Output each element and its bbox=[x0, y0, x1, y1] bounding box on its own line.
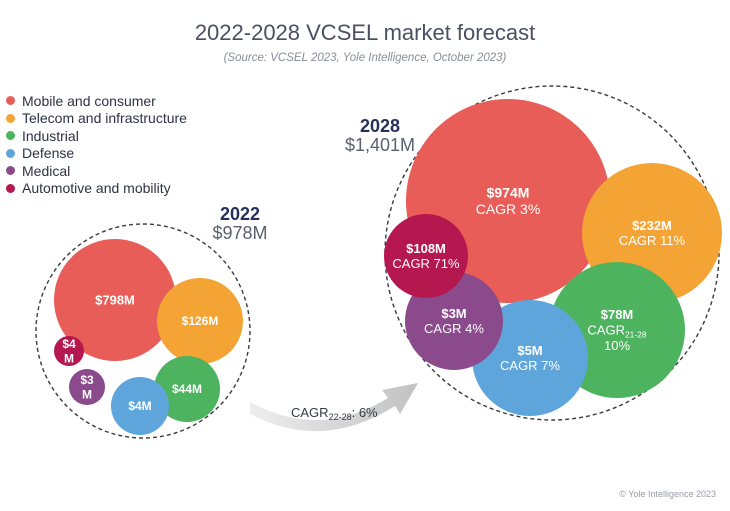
legend-swatch-industrial bbox=[6, 131, 15, 141]
legend-label-industrial: Industrial bbox=[22, 127, 79, 144]
legend-label-mobile: Mobile and consumer bbox=[22, 92, 156, 109]
legend-item-automotive: Automotive and mobility bbox=[6, 180, 187, 198]
legend-swatch-telecom bbox=[6, 113, 15, 123]
bubble-label-2022-telecom-0: $126M bbox=[182, 314, 219, 328]
bubble-label-2022-mobile-0: $798M bbox=[95, 293, 135, 308]
bubble-2022-medical bbox=[69, 369, 105, 405]
legend-label-medical: Medical bbox=[22, 162, 71, 179]
bubble-label-2022-defense-0: $4M bbox=[128, 399, 151, 413]
growth-arrow bbox=[250, 383, 418, 432]
legend-swatch-defense bbox=[6, 148, 15, 158]
legend-label-defense: Defense bbox=[22, 145, 75, 162]
legend-item-mobile: Mobile and consumer bbox=[6, 92, 187, 110]
year-2028-label: 2028 bbox=[359, 116, 401, 136]
bubble-label-2028-telecom-0: $232M bbox=[632, 218, 672, 233]
year-2022-total: $978M bbox=[212, 222, 268, 243]
growth-cagr-label: CAGR22-28: 6% bbox=[291, 405, 378, 422]
bubble-2022-automotive bbox=[54, 336, 84, 366]
bubble-label-2022-automotive-1: M bbox=[64, 351, 74, 365]
bubble-label-2022-industrial-0: $44M bbox=[172, 382, 202, 396]
legend-item-medical: Medical bbox=[6, 162, 187, 180]
bubble-label-2028-industrial-0: $78M bbox=[601, 307, 634, 322]
year-2028-total: $1,401M bbox=[344, 134, 416, 155]
chart-title: 2022-2028 VCSEL market forecast bbox=[194, 20, 536, 45]
legend-item-defense: Defense bbox=[6, 145, 187, 163]
legend-label-telecom: Telecom and infrastructure bbox=[22, 110, 187, 127]
copyright-notice: © Yole Intelligence 2023 bbox=[619, 489, 716, 499]
year-2022-header: 2022 $978M bbox=[190, 205, 290, 243]
legend-item-telecom: Telecom and infrastructure bbox=[6, 110, 187, 128]
bubble-label-2028-mobile-1: CAGR 3% bbox=[476, 201, 541, 217]
legend-swatch-mobile bbox=[6, 96, 15, 106]
bubble-2022-telecom bbox=[157, 278, 243, 364]
legend: Mobile and consumer Telecom and infrastr… bbox=[6, 92, 187, 197]
bubble-2028-automotive bbox=[384, 214, 468, 298]
legend-swatch-automotive bbox=[6, 183, 15, 193]
bubble-label-2028-industrial-2: 10% bbox=[604, 338, 630, 353]
group-outline-2022 bbox=[35, 223, 251, 439]
legend-label-automotive: Automotive and mobility bbox=[22, 180, 171, 197]
bubble-label-2028-mobile-0: $974M bbox=[487, 185, 530, 201]
bubble-label-2028-telecom-1: CAGR 11% bbox=[619, 233, 686, 248]
bubble-2022-industrial bbox=[154, 356, 220, 422]
bubble-label-2028-medical-1: CAGR 4% bbox=[424, 321, 484, 336]
bubble-label-2022-medical-1: M bbox=[82, 387, 92, 401]
bubble-label-2028-medical-0: $3M bbox=[441, 306, 466, 321]
legend-item-industrial: Industrial bbox=[6, 127, 187, 145]
legend-swatch-medical bbox=[6, 166, 15, 176]
year-2022-label: 2022 bbox=[219, 204, 261, 224]
bubble-label-2028-defense-0: $5M bbox=[517, 343, 542, 358]
bubble-label-2028-defense-1: CAGR 7% bbox=[500, 358, 560, 373]
bubble-label-2022-medical-0: $3 bbox=[80, 373, 94, 387]
bubble-label-2022-automotive-0: $4 bbox=[62, 337, 76, 351]
bubble-label-2028-automotive-0: $108M bbox=[406, 241, 446, 256]
bubble-label-2028-industrial-1: CAGR21-28 bbox=[587, 323, 646, 340]
bubble-2022-defense bbox=[111, 377, 169, 435]
bubble-2022-mobile bbox=[54, 239, 176, 361]
chart-subtitle: (Source: VCSEL 2023, Yole Intelligence, … bbox=[223, 52, 507, 64]
year-2028-header: 2028 $1,401M bbox=[325, 117, 435, 155]
bubble-label-2028-automotive-1: CAGR 71% bbox=[392, 256, 460, 271]
